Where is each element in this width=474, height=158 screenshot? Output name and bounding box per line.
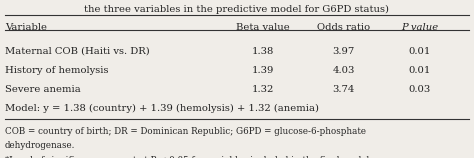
Text: History of hemolysis: History of hemolysis [5,66,108,75]
Text: Severe anemia: Severe anemia [5,85,81,94]
Text: Beta value: Beta value [236,23,290,32]
Text: 1.39: 1.39 [252,66,274,75]
Text: dehydrogenase.: dehydrogenase. [5,141,75,150]
Text: COB = country of birth; DR = Dominican Republic; G6PD = glucose-6-phosphate: COB = country of birth; DR = Dominican R… [5,127,366,136]
Text: the three variables in the predictive model for G6PD status): the three variables in the predictive mo… [84,5,390,14]
Text: P value: P value [401,23,438,32]
Text: 1.38: 1.38 [252,47,274,56]
Text: 3.74: 3.74 [332,85,355,94]
Text: *Level of significance was set at P < 0.05 for variables included in the final m: *Level of significance was set at P < 0.… [5,156,372,158]
Text: 0.01: 0.01 [408,66,431,75]
Text: Variable: Variable [5,23,47,32]
Text: 0.03: 0.03 [409,85,430,94]
Text: 3.97: 3.97 [333,47,355,56]
Text: Model: y = 1.38 (country) + 1.39 (hemolysis) + 1.32 (anemia): Model: y = 1.38 (country) + 1.39 (hemoly… [5,103,319,113]
Text: 0.01: 0.01 [408,47,431,56]
Text: Maternal COB (Haiti vs. DR): Maternal COB (Haiti vs. DR) [5,47,149,56]
Text: 4.03: 4.03 [332,66,355,75]
Text: Odds ratio: Odds ratio [317,23,370,32]
Text: 1.32: 1.32 [252,85,274,94]
